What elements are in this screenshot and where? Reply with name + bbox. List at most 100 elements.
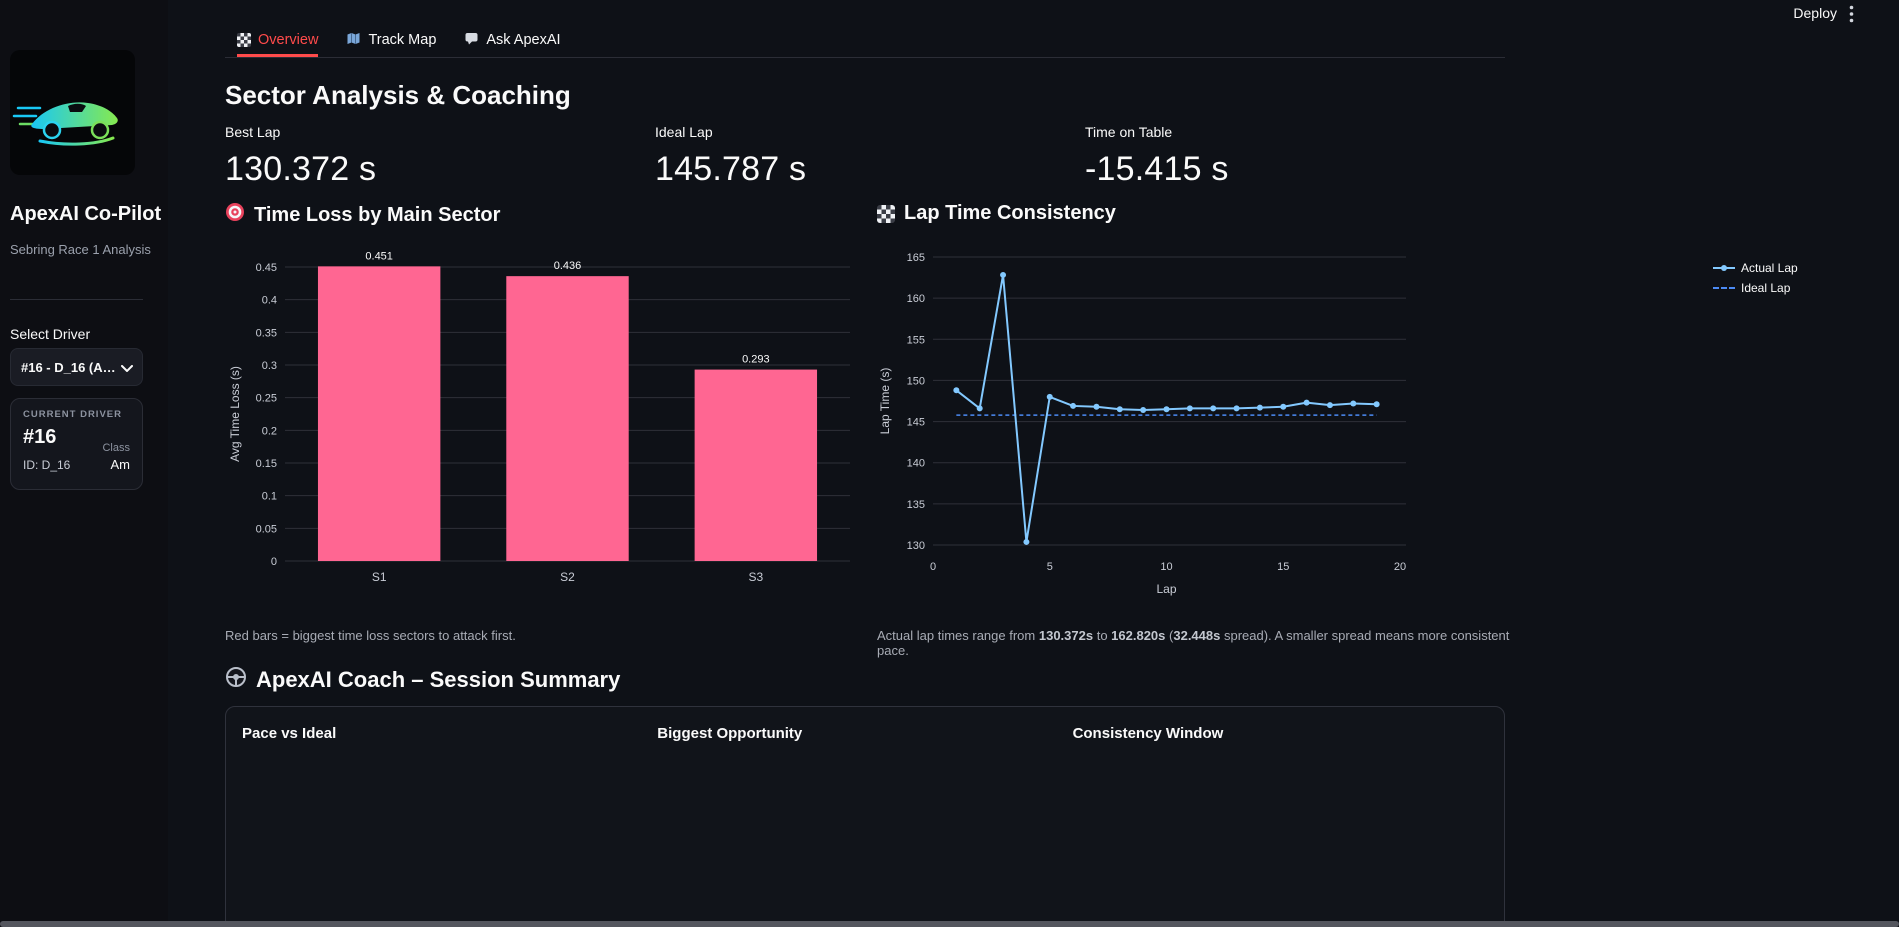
- metric-value: 145.787 s: [655, 150, 807, 188]
- summary-col-pace: Pace vs Ideal: [242, 725, 337, 742]
- chevron-down-icon: [121, 360, 133, 375]
- ideal-lap-swatch: [1713, 287, 1735, 289]
- caption-text: to: [1093, 628, 1112, 643]
- svg-text:S3: S3: [748, 570, 763, 584]
- caption-bold: 32.448s: [1173, 628, 1221, 643]
- summary-col-consistency: Consistency Window: [1072, 725, 1224, 742]
- svg-text:0.1: 0.1: [262, 491, 277, 503]
- section-title-text: Time Loss by Main Sector: [254, 203, 501, 226]
- svg-text:135: 135: [907, 499, 925, 511]
- metric-value: -15.415 s: [1085, 150, 1229, 188]
- svg-text:S2: S2: [560, 570, 575, 584]
- svg-text:150: 150: [907, 375, 925, 387]
- legend-label: Ideal Lap: [1741, 281, 1791, 295]
- svg-text:130: 130: [907, 540, 925, 552]
- svg-text:0.451: 0.451: [365, 250, 393, 262]
- metric-label: Time on Table: [1085, 124, 1173, 140]
- app-subtitle: Sebring Race 1 Analysis: [10, 242, 151, 257]
- legend-item-actual-lap[interactable]: Actual Lap: [1713, 261, 1798, 275]
- metric-best-lap: Best Lap 130.372 s: [225, 124, 376, 189]
- app-title: ApexAI Co-Pilot: [10, 203, 162, 225]
- svg-text:5: 5: [1047, 561, 1053, 573]
- coach-section-title: ApexAI Coach – Session Summary: [225, 666, 620, 694]
- bar-chart-title: Time Loss by Main Sector: [225, 202, 500, 228]
- checkered-flag-icon: [237, 33, 251, 47]
- caption-text: Actual lap times range from: [877, 628, 1039, 643]
- metric-value: 130.372 s: [225, 150, 377, 188]
- line-chart-legend: Actual Lap Ideal Lap: [1713, 261, 1798, 295]
- map-icon: [346, 31, 361, 50]
- tab-label: Track Map: [368, 32, 437, 48]
- svg-text:10: 10: [1160, 561, 1172, 573]
- line-chart-title: Lap Time Consistency: [877, 202, 1116, 225]
- tab-overview[interactable]: Overview: [237, 27, 319, 57]
- page-title: Sector Analysis & Coaching: [225, 80, 571, 110]
- session-summary-card: Pace vs Ideal Biggest Opportunity Consis…: [225, 706, 1505, 927]
- metric-label: Best Lap: [225, 124, 281, 140]
- dartboard-icon: [225, 202, 245, 228]
- svg-text:0.45: 0.45: [256, 262, 277, 274]
- deploy-button[interactable]: Deploy: [1793, 5, 1837, 21]
- svg-text:0.4: 0.4: [262, 295, 277, 307]
- legend-label: Actual Lap: [1741, 261, 1798, 275]
- section-title-text: Lap Time Consistency: [904, 202, 1116, 224]
- steering-wheel-icon: [225, 666, 247, 694]
- svg-text:0.35: 0.35: [256, 327, 277, 339]
- bar-chart-caption: Red bars = biggest time loss sectors to …: [225, 628, 516, 643]
- checkered-flag-icon: [877, 204, 895, 223]
- lap-consistency-line-chart[interactable]: 130 135 140 145 150 155 160 165 0 5 10 15 20 Lap Lap T…: [877, 248, 1802, 608]
- svg-text:0: 0: [930, 561, 936, 573]
- race-car-logo: [10, 50, 135, 175]
- svg-text:0.436: 0.436: [554, 260, 582, 272]
- svg-text:160: 160: [907, 293, 925, 305]
- tab-label: Ask ApexAI: [486, 32, 561, 48]
- svg-text:Lap: Lap: [1156, 582, 1176, 596]
- sidebar-divider: [10, 299, 143, 300]
- svg-text:0.2: 0.2: [262, 425, 277, 437]
- actual-lap-swatch: [1713, 265, 1735, 271]
- svg-text:Avg Time Loss (s): Avg Time Loss (s): [228, 366, 242, 462]
- current-driver-label: CURRENT DRIVER: [23, 409, 122, 420]
- current-driver-card: CURRENT DRIVER #16 ID: D_16 Class Am: [10, 398, 143, 490]
- driver-select-value: #16 - D_16 (A…: [21, 359, 116, 375]
- svg-text:20: 20: [1394, 561, 1406, 573]
- horizontal-scrollbar[interactable]: [0, 921, 1899, 927]
- legend-item-ideal-lap[interactable]: Ideal Lap: [1713, 281, 1798, 295]
- svg-text:0.15: 0.15: [256, 458, 277, 470]
- speech-bubble-icon: [464, 31, 479, 50]
- svg-text:15: 15: [1277, 561, 1289, 573]
- select-driver-label: Select Driver: [10, 326, 91, 342]
- driver-class-label: Class: [102, 442, 130, 454]
- summary-col-opportunity: Biggest Opportunity: [657, 725, 803, 742]
- svg-text:S1: S1: [372, 570, 387, 584]
- section-title-text: ApexAI Coach – Session Summary: [256, 667, 621, 692]
- caption-bold: 130.372s: [1038, 628, 1094, 643]
- driver-number: #16: [23, 426, 57, 448]
- svg-text:0.25: 0.25: [256, 393, 277, 405]
- svg-text:Lap Time (s): Lap Time (s): [878, 368, 892, 435]
- metric-time-on-table: Time on Table -15.415 s: [1085, 124, 1229, 189]
- time-loss-bar-chart[interactable]: 0 0.05 0.1 0.15 0.2 0.25 0.3 0.35 0.4 0.45 0.451 S1…: [225, 248, 855, 593]
- tab-track-map[interactable]: Track Map: [346, 27, 436, 57]
- tab-label: Overview: [258, 32, 319, 48]
- svg-text:0.293: 0.293: [742, 354, 770, 366]
- metric-label: Ideal Lap: [655, 124, 713, 140]
- caption-text: spread). A smaller spread means more con…: [877, 628, 1510, 658]
- kebab-menu-icon[interactable]: [1843, 5, 1859, 23]
- metric-ideal-lap: Ideal Lap 145.787 s: [655, 124, 806, 189]
- driver-class-value: Am: [110, 457, 131, 472]
- sidebar: ApexAI Co-Pilot Sebring Race 1 Analysis …: [0, 0, 168, 927]
- driver-id: ID: D_16: [23, 458, 71, 472]
- svg-text:0.3: 0.3: [262, 360, 277, 372]
- line-chart-caption: Actual lap times range from 130.372s to …: [877, 628, 1517, 658]
- driver-select[interactable]: #16 - D_16 (A…: [10, 348, 143, 386]
- tab-ask-apexai[interactable]: Ask ApexAI: [464, 27, 561, 57]
- svg-text:0.05: 0.05: [256, 523, 277, 535]
- caption-bold: 162.820s: [1111, 628, 1166, 643]
- svg-text:145: 145: [907, 417, 925, 429]
- svg-text:0: 0: [271, 556, 277, 568]
- caption-text: (: [1165, 628, 1174, 643]
- svg-text:155: 155: [907, 334, 925, 346]
- svg-text:165: 165: [907, 252, 925, 264]
